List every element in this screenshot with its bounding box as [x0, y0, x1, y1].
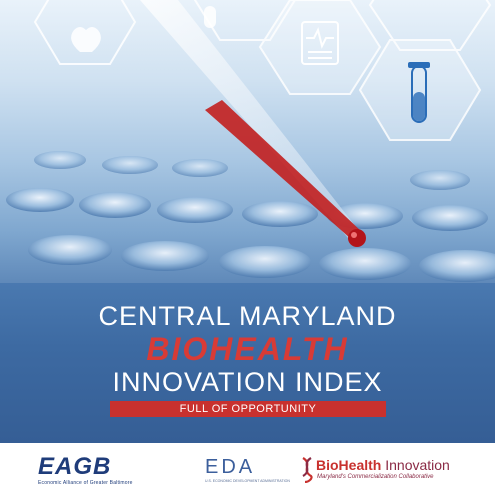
tagline-bar: FULL OF OPPORTUNITY [110, 401, 386, 417]
pipette [140, 0, 366, 247]
title-band: CENTRAL MARYLAND BIOHEALTH INNOVATION IN… [0, 283, 495, 443]
hexagon-pattern [33, 0, 492, 141]
biohealth-subtitle: Maryland's Commercialization Collaborati… [317, 474, 434, 480]
eagb-mark: EAGB [38, 453, 112, 480]
eda-logo: EDA U.S. ECONOMIC DEVELOPMENT ADMINISTRA… [205, 456, 290, 483]
partner-logos: EAGB Economic Alliance of Greater Baltim… [0, 443, 495, 495]
title-line-1: CENTRAL MARYLAND [98, 301, 397, 331]
pipette-and-wells-illustration [6, 0, 495, 282]
hexagon-test-tube-icon [408, 62, 430, 123]
biohealth-name-bold: BioHealth [316, 457, 382, 473]
title-line-3: INNOVATION INDEX [112, 367, 383, 397]
well-plate [6, 151, 495, 282]
lab-photo [0, 0, 495, 290]
biohealth-name: BioHealth Innovation [316, 457, 450, 473]
eda-mark: EDA [205, 456, 256, 478]
eagb-subtitle: Economic Alliance of Greater Baltimore [38, 480, 133, 486]
eagb-logo: EAGB Economic Alliance of Greater Baltim… [38, 453, 158, 487]
biohealth-name-light: Innovation [381, 457, 450, 473]
title-line-2: BIOHEALTH [146, 331, 349, 367]
eda-subtitle: U.S. ECONOMIC DEVELOPMENT ADMINISTRATION [205, 479, 290, 483]
hexagon-pill-icon [204, 6, 216, 28]
dna-helix-icon [302, 457, 313, 483]
hexagon-heart-icon [71, 27, 101, 52]
hexagon-ekg-monitor-icon [301, 21, 339, 65]
